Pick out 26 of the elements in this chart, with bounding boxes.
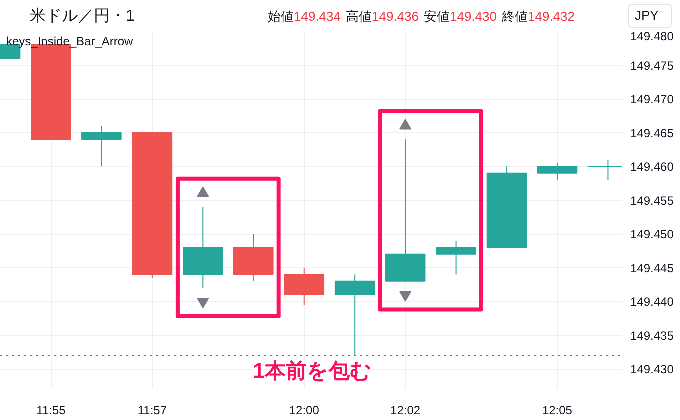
- point: [197, 298, 210, 309]
- y-tick-label: 149.460: [630, 160, 674, 174]
- x-tick-label: 12:02: [390, 404, 421, 418]
- annotation: keys_Inside_Bar_Arrow: [6, 34, 134, 48]
- chart-title: 米ドル／円・1: [30, 6, 135, 27]
- y-tick-label: 149.455: [630, 194, 674, 208]
- chart-subtitle: 始値149.434 高値149.436 安値149.430 終値149.432: [268, 9, 575, 24]
- y-tick-label: 149.480: [630, 30, 674, 44]
- y-tick-label: 149.445: [630, 261, 674, 276]
- point: [400, 291, 412, 302]
- y-tick-label: 149.435: [630, 328, 674, 343]
- point: [197, 186, 210, 198]
- y-tick-label: 149.470: [630, 92, 674, 107]
- annotation: 1本前を包む: [253, 360, 372, 384]
- text: JPY: [628, 4, 672, 28]
- y-tick-label: 149.440: [630, 295, 674, 310]
- y-tick-label: 149.430: [630, 362, 674, 377]
- x-tick-label: 12:05: [542, 404, 573, 418]
- y-tick-label: 149.450: [630, 228, 674, 242]
- point: [400, 119, 412, 130]
- x-tick-label: 12:00: [289, 404, 320, 418]
- candlestick: [82, 126, 122, 168]
- x-tick-label: 11:57: [138, 404, 168, 418]
- y-tick-label: 149.475: [630, 58, 674, 73]
- x-tick-label: 11:55: [36, 404, 66, 418]
- y-tick-label: 149.465: [630, 126, 674, 140]
